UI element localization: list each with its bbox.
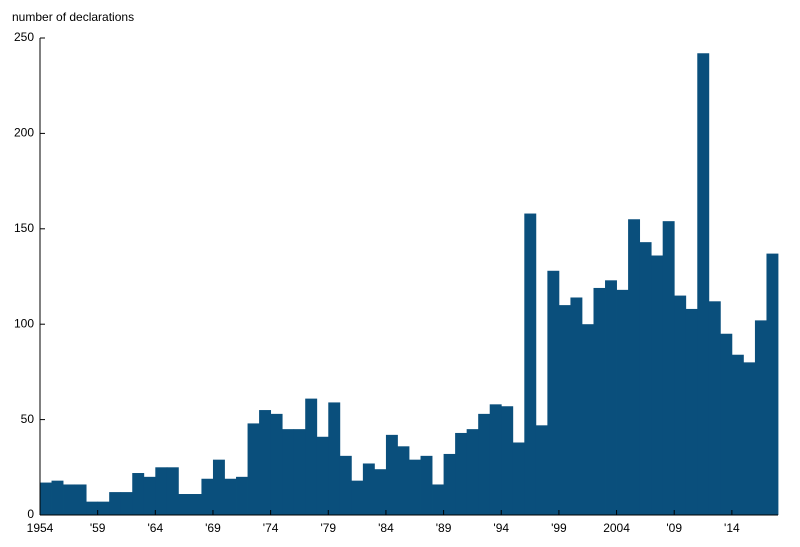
bar — [236, 476, 248, 515]
bar — [743, 362, 756, 515]
bar — [166, 467, 179, 515]
bar — [605, 280, 617, 515]
bar — [409, 459, 421, 515]
bar — [97, 501, 110, 515]
x-tick-label: 2004 — [603, 521, 630, 535]
bar — [455, 432, 468, 515]
bar — [697, 53, 710, 515]
bar — [282, 429, 295, 515]
bar — [109, 492, 122, 515]
bar — [547, 270, 560, 515]
bar — [247, 423, 260, 515]
bar — [120, 492, 133, 515]
bar — [581, 324, 594, 515]
bar — [651, 255, 664, 515]
x-tick-label: '59 — [90, 521, 106, 535]
y-tick-label: 250 — [14, 30, 34, 44]
x-tick-label: '79 — [320, 521, 336, 535]
bar — [535, 425, 548, 515]
bar — [420, 455, 433, 515]
x-tick-label: '14 — [724, 521, 740, 535]
bar — [466, 429, 479, 515]
bar — [524, 213, 537, 515]
bar — [259, 410, 272, 515]
y-axis-label: number of declarations — [12, 10, 134, 24]
bar — [86, 501, 99, 515]
bar — [489, 404, 502, 515]
bar — [362, 463, 375, 515]
bar — [432, 484, 444, 515]
x-tick-label: '89 — [436, 521, 452, 535]
bar — [224, 478, 237, 515]
bar — [63, 484, 75, 515]
y-tick-label: 200 — [14, 126, 34, 140]
bar — [132, 473, 145, 515]
bar — [316, 436, 329, 515]
x-tick-label: '64 — [147, 521, 163, 535]
bar — [558, 305, 571, 515]
bar — [351, 480, 364, 515]
bar — [397, 446, 410, 515]
y-tick-label: 100 — [14, 316, 34, 330]
bar — [639, 242, 652, 515]
y-tick-label: 150 — [14, 221, 34, 235]
bar — [570, 297, 583, 515]
bar — [374, 469, 387, 515]
bar — [212, 459, 225, 515]
bar — [40, 482, 52, 515]
bar — [74, 484, 87, 515]
bar — [51, 480, 64, 515]
bar — [674, 295, 687, 515]
bar — [708, 301, 721, 515]
bar — [305, 398, 318, 515]
bar — [143, 476, 156, 515]
bar — [766, 253, 779, 515]
y-tick-label: 0 — [27, 507, 34, 521]
x-tick-label: 1954 — [27, 521, 54, 535]
bar — [189, 494, 202, 515]
bar — [616, 289, 629, 515]
bar — [720, 333, 733, 515]
bar — [328, 402, 341, 515]
y-tick-label: 50 — [21, 412, 35, 426]
x-tick-label: '74 — [263, 521, 279, 535]
bar — [731, 354, 744, 515]
bar — [628, 219, 641, 515]
bar — [155, 467, 168, 515]
bar — [501, 406, 514, 515]
bar — [662, 221, 675, 515]
bar — [593, 287, 606, 515]
x-tick-label: '69 — [205, 521, 221, 535]
x-tick-label: '99 — [551, 521, 567, 535]
x-tick-label: '09 — [666, 521, 682, 535]
bar — [270, 413, 283, 515]
bar — [339, 455, 352, 515]
bar — [201, 478, 214, 515]
x-tick-label: '94 — [493, 521, 509, 535]
bar — [478, 413, 491, 515]
bar — [443, 453, 456, 515]
bar — [293, 429, 306, 515]
bar — [512, 442, 525, 515]
bar — [385, 434, 398, 515]
bar — [754, 320, 767, 515]
x-tick-label: '84 — [378, 521, 394, 535]
bar — [178, 494, 191, 515]
bar — [685, 308, 698, 515]
